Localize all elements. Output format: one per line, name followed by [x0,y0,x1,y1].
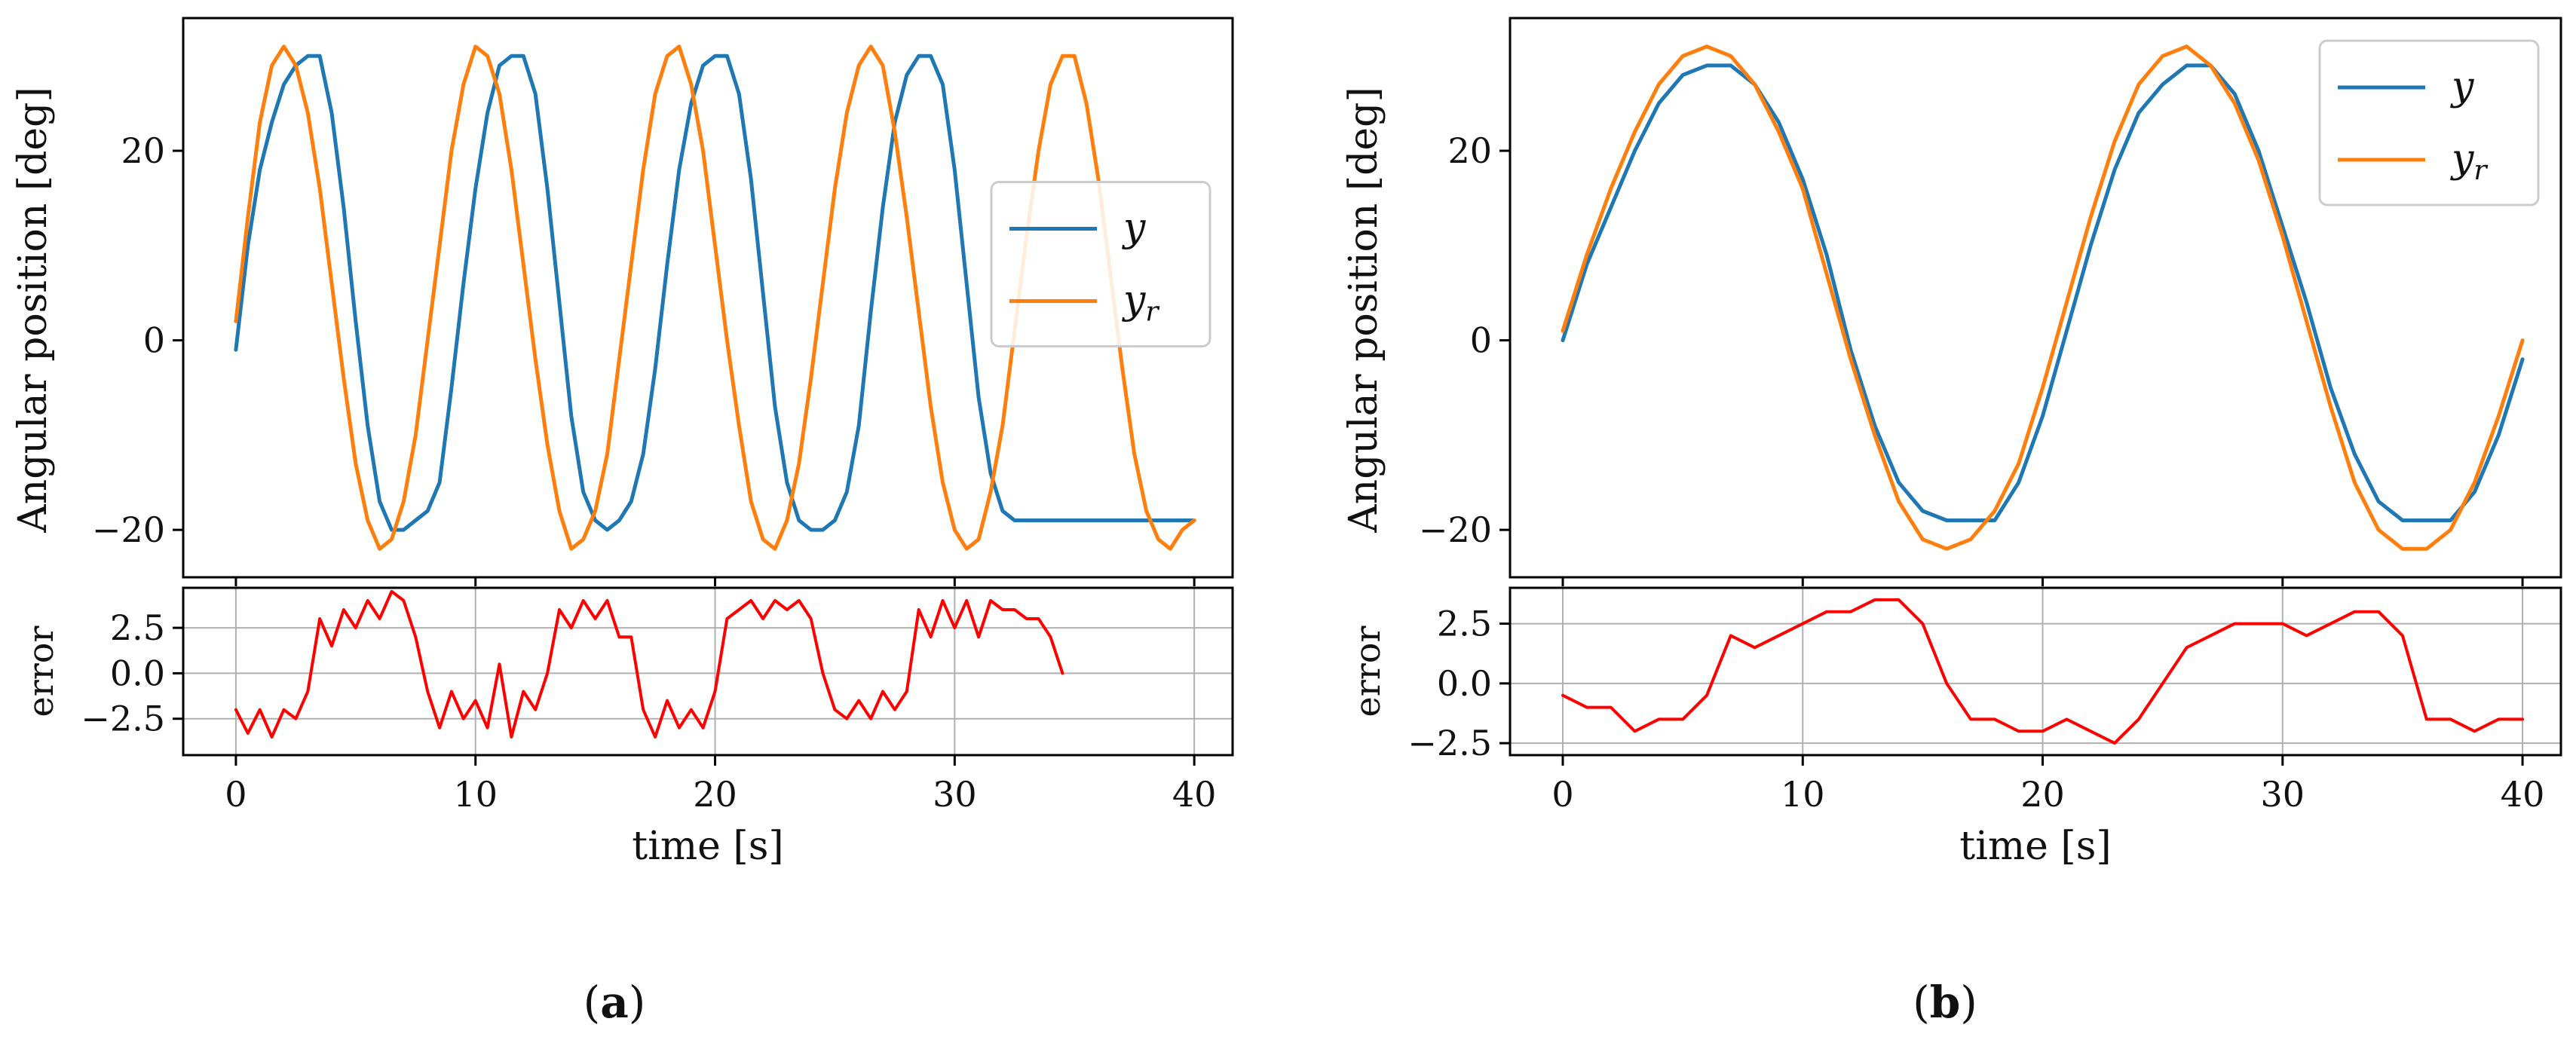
legend-label-main: y [1122,277,1146,323]
x-axis-label: time [s] [632,824,783,869]
y-axis-label: error [1347,626,1388,717]
legend-label-main: y [2450,64,2474,109]
y-tick-label: 20 [121,130,165,171]
caption-open: ( [584,977,601,1028]
legend-label-main: y [1122,205,1146,250]
y-tick-label: 2.5 [1437,604,1492,644]
axes-frame [1509,586,2562,757]
y-tick-label: −2.5 [1407,723,1492,763]
y-axis-label: error [20,626,61,717]
x-tick-label: 10 [1781,774,1825,815]
series-group [1561,44,2525,551]
y-tick-label: 0 [1470,320,1492,361]
bottom-axes-b: −2.5 0.0 2.5 0 10 20 30 40 error time [s] [1347,586,2562,869]
axes-frame [1509,17,2562,579]
legend: yyr [990,180,1211,347]
y-tick-label: −20 [92,509,165,550]
x-tick-label: 30 [933,774,977,815]
x-axis-label: time [s] [1959,824,2111,869]
legend-label: y [2450,64,2474,109]
x-tick-label: 20 [2020,774,2065,815]
caption-letter: b [1930,977,1961,1028]
y-axis-label: Angular position [deg] [11,87,56,534]
x-tick-label: 0 [225,774,247,815]
legend-box [990,180,1211,347]
legend: yyr [2318,39,2540,206]
legend-label: yr [2450,136,2488,186]
caption-close: ) [629,977,646,1028]
x-tick-label: 40 [1172,774,1217,815]
y-tick-label: 20 [1447,130,1492,171]
y-axis-label: Angular position [deg] [1341,87,1386,534]
legend-label: yr [1122,277,1159,327]
y-tick-label: 2.5 [110,607,165,648]
x-tick-label: 40 [2501,774,2545,815]
y-tick-label: 0.0 [110,653,165,693]
y-tick-label: −2.5 [81,699,165,739]
axes-frame [182,17,1234,579]
legend-label-sub: r [1145,296,1159,327]
x-tick-label: 10 [453,774,498,815]
legend-box [2318,39,2540,206]
series-group [1561,598,2525,745]
caption-open: ( [1913,977,1930,1028]
x-tick-label: 30 [2261,774,2305,815]
y-tick-label: 0 [143,320,165,361]
y-tick-label: 0.0 [1437,663,1492,704]
caption-letter: a [600,977,629,1028]
axes-frame [182,586,1234,757]
panel-caption: (b) [1913,977,1977,1028]
series-group [234,589,1064,739]
y-tick-label: −20 [1419,509,1492,550]
series-group [234,44,1196,551]
bottom-axes-a: −2.5 0.0 2.5 0 10 20 30 40 error time [s] [20,586,1234,869]
x-tick-label: 20 [693,774,737,815]
legend-label-main: y [2450,136,2474,182]
legend-label: y [1122,205,1146,250]
panel-caption: (a) [584,977,646,1028]
x-tick-label: 0 [1551,774,1573,815]
caption-close: ) [1960,977,1977,1028]
series-line-error [234,589,1064,739]
legend-label-sub: r [2473,155,2488,186]
